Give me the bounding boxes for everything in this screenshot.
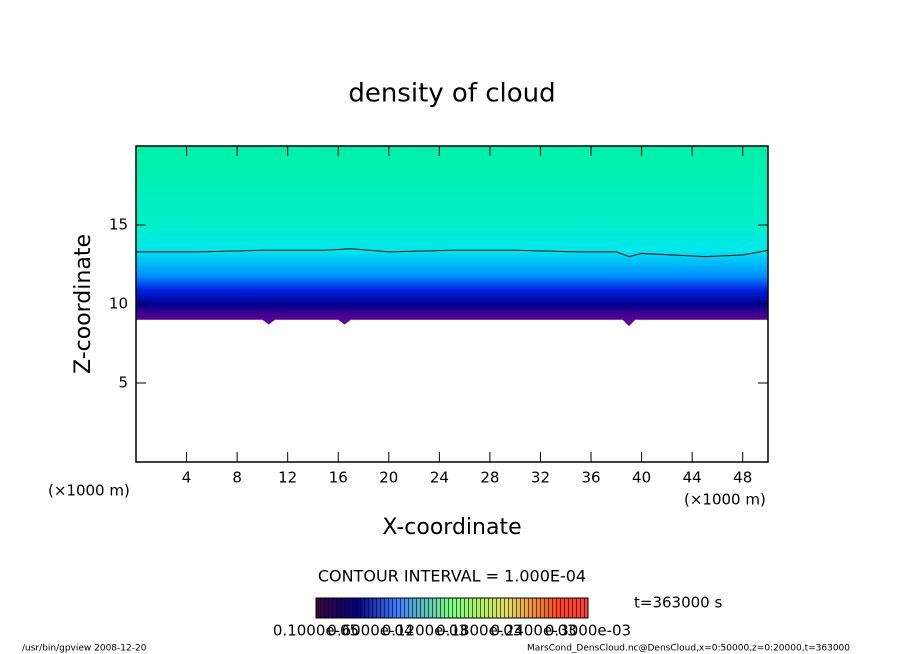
colorbar-label: 0.6000e-04 — [327, 622, 413, 640]
y-tick-label: 5 — [118, 374, 128, 392]
y-unit: (×1000 m) — [48, 482, 130, 500]
x-tick-label: 28 — [480, 469, 499, 487]
x-tick-label: 4 — [182, 469, 192, 487]
colorbar-label: 0.1000e-05 — [273, 622, 359, 640]
chart-title: density of cloud — [348, 79, 555, 109]
x-tick-label: 48 — [733, 469, 752, 487]
x-tick-label: 24 — [430, 469, 449, 487]
x-tick-label: 12 — [278, 469, 297, 487]
colorbar-label: 0.2400e-03 — [490, 622, 576, 640]
x-unit: (×1000 m) — [684, 491, 766, 509]
y-axis-label: Z-coordinate — [71, 234, 96, 374]
colorbar-label: 0.1800e-03 — [436, 622, 522, 640]
colorbar-lines — [316, 598, 588, 618]
colorbar-label: 0.3000e-03 — [545, 622, 631, 640]
x-tick-label: 40 — [632, 469, 651, 487]
x-tick-label: 36 — [581, 469, 600, 487]
x-tick-label: 8 — [232, 469, 242, 487]
y-tick-label: 10 — [109, 295, 128, 313]
x-tick-label: 44 — [683, 469, 702, 487]
x-tick-label: 16 — [329, 469, 348, 487]
footer-left: /usr/bin/gpview 2008-12-20 — [22, 644, 147, 654]
colorbar-labels: 0.1000e-050.6000e-040.1200e-030.1800e-03… — [273, 622, 631, 640]
x-tick-label: 32 — [531, 469, 550, 487]
contour-line — [136, 248, 769, 258]
cloud-field — [136, 146, 768, 327]
colorbar-label: 0.1200e-03 — [382, 622, 468, 640]
x-axis-label: X-coordinate — [382, 515, 521, 540]
x-tick-label: 20 — [379, 469, 398, 487]
contour-interval: CONTOUR INTERVAL = 1.000E-04 — [318, 567, 586, 586]
time-label: t=363000 s — [634, 594, 722, 612]
y-tick-label: 15 — [109, 216, 128, 234]
footer-right: MarsCond_DensCloud.nc@DensCloud,x=0:5000… — [527, 644, 850, 654]
